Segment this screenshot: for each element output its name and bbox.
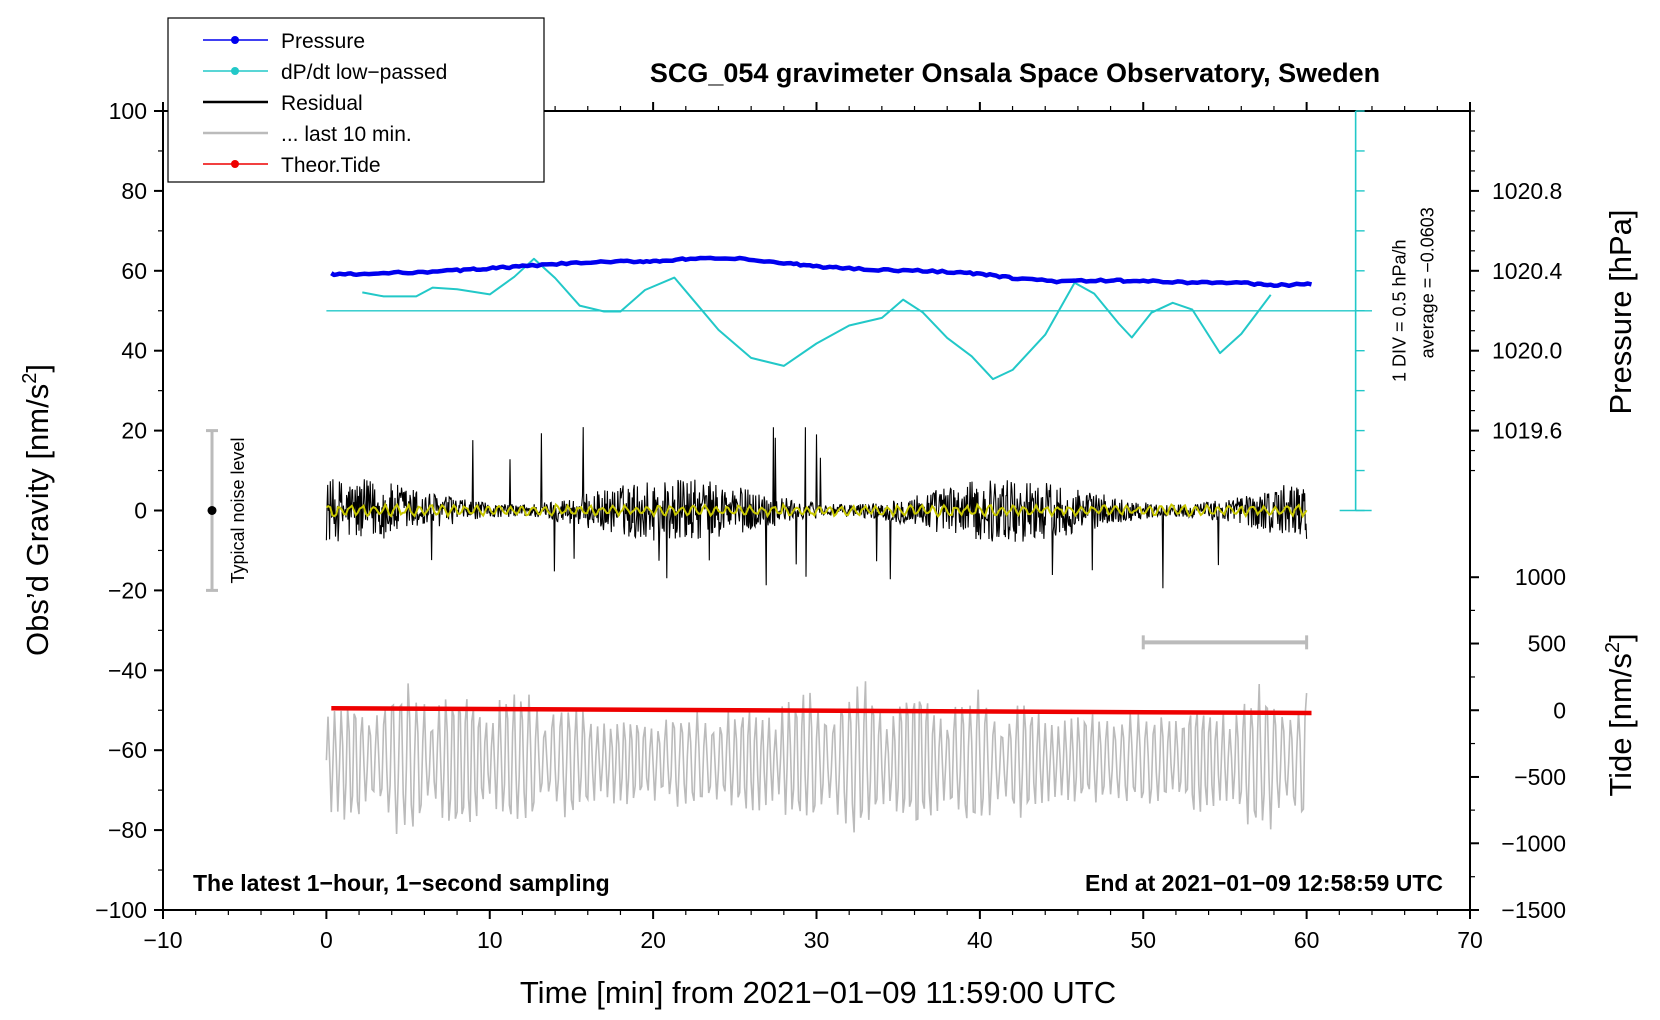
pressure-tick-label: 1020.0	[1492, 338, 1562, 364]
y-tick-label: −40	[108, 657, 147, 683]
x-tick-label: 20	[640, 927, 666, 953]
legend-marker	[231, 160, 239, 168]
tide-line	[331, 706, 1312, 716]
pressure-tick-label: 1020.8	[1492, 178, 1562, 204]
y-tick-label: 40	[121, 338, 147, 364]
pressure-tick-label: 1020.4	[1492, 258, 1563, 284]
dpdt-average-label: average = −0.0603	[1418, 207, 1438, 358]
tide-tick-label: 0	[1553, 697, 1566, 723]
tide-tick-label: 1000	[1515, 564, 1566, 590]
x-tick-label: 60	[1294, 927, 1320, 953]
y-tick-label: 100	[109, 98, 147, 124]
x-tick-label: 10	[477, 927, 503, 953]
dpdt-scale-label: 1 DIV = 0.5 hPa/h	[1390, 239, 1410, 382]
y-tick-label: 0	[134, 498, 147, 524]
legend-label: Theor.Tide	[281, 154, 381, 177]
y-tick-label: 20	[121, 418, 147, 444]
y-axis-title-gravity: Obs’d Gravity [nm/s2]	[19, 364, 55, 656]
legend-label: Residual	[281, 92, 363, 115]
tide-tick-label: −1500	[1501, 897, 1566, 923]
last-10-min-line	[325, 681, 1308, 835]
legend: Pressure dP/dt low−passed Residual ... last…	[167, 17, 545, 183]
legend-label: Pressure	[281, 30, 365, 53]
dpdt-line	[362, 257, 1272, 381]
legend-label: ... last 10 min.	[281, 123, 412, 146]
y-tick-label: 60	[121, 258, 147, 284]
y-tick-label: −60	[108, 737, 147, 763]
tide-tick-label: −500	[1514, 764, 1566, 790]
y-tick-label: −20	[108, 577, 147, 603]
noise-bar-center-dot	[207, 506, 217, 515]
x-tick-label: 0	[320, 927, 333, 953]
end-time-note: End at 2021−01−09 12:58:59 UTC	[1085, 870, 1443, 896]
y-axis-title-pressure: Pressure [hPa]	[1603, 209, 1638, 414]
noise-bar-label: Typical noise level	[228, 437, 248, 583]
y-tick-label: −100	[95, 897, 147, 923]
legend-box	[167, 17, 545, 183]
x-axis-title: Time [min] from 2021−01−09 11:59:00 UTC	[520, 975, 1116, 1010]
x-tick-label: −10	[143, 927, 182, 953]
legend-marker	[231, 36, 239, 44]
sampling-note: The latest 1−hour, 1−second sampling	[193, 870, 610, 896]
y-tick-label: −80	[108, 817, 147, 843]
legend-marker	[231, 67, 239, 75]
pressure-line	[330, 255, 1313, 289]
tide-tick-label: −1000	[1501, 830, 1566, 856]
y-tick-label: 80	[121, 178, 147, 204]
y-axis-title-tide: Tide [nm/s2]	[1602, 633, 1638, 796]
tide-tick-label: 500	[1528, 631, 1566, 657]
residual-smoothed-line	[325, 502, 1308, 519]
pressure-tick-label: 1019.6	[1492, 418, 1562, 444]
x-tick-label: 30	[804, 927, 830, 953]
x-tick-label: 40	[967, 927, 993, 953]
x-tick-label: 70	[1457, 927, 1483, 953]
residual-line	[325, 427, 1308, 589]
legend-label: dP/dt low−passed	[281, 61, 447, 84]
x-tick-label: 50	[1130, 927, 1156, 953]
chart-title: SCG_054 gravimeter Onsala Space Observat…	[650, 58, 1380, 88]
